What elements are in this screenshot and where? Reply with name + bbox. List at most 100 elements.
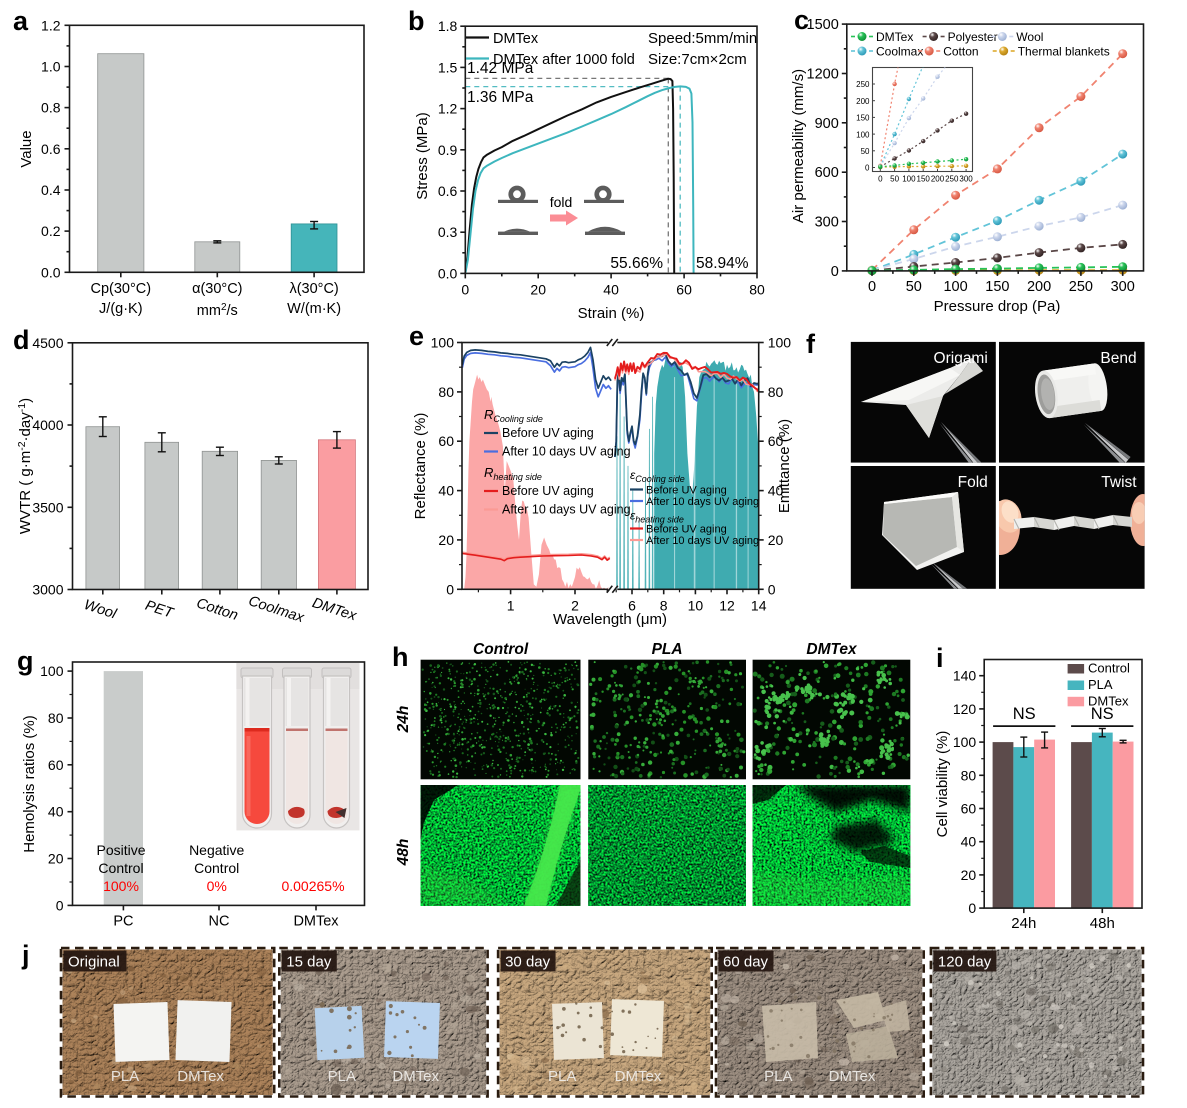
svg-text:Twist: Twist xyxy=(1101,474,1137,491)
svg-text:Bend: Bend xyxy=(1100,350,1136,367)
svg-text:20: 20 xyxy=(530,281,546,297)
svg-text:εCooling side: εCooling side xyxy=(630,468,685,484)
svg-text:NC: NC xyxy=(209,913,230,929)
svg-text:DMTex: DMTex xyxy=(392,1068,439,1085)
svg-text:Size:7cm×2cm: Size:7cm×2cm xyxy=(648,51,747,68)
svg-text:Origami: Origami xyxy=(934,350,988,367)
svg-text:λ(30°C): λ(30°C) xyxy=(289,281,338,297)
svg-text:1: 1 xyxy=(507,597,515,613)
svg-text:100: 100 xyxy=(768,335,792,351)
svg-text:Before UV aging: Before UV aging xyxy=(502,484,594,498)
svg-text:PLA: PLA xyxy=(548,1068,576,1085)
svg-text:150: 150 xyxy=(917,175,931,184)
svg-text:b: b xyxy=(408,6,425,36)
svg-text:Pressure drop (Pa): Pressure drop (Pa) xyxy=(934,298,1061,315)
svg-text:1500: 1500 xyxy=(807,17,839,33)
svg-text:1.42 MPa: 1.42 MPa xyxy=(467,60,534,77)
svg-text:Positive: Positive xyxy=(96,842,145,858)
svg-text:0.6: 0.6 xyxy=(438,183,458,199)
svg-text:80: 80 xyxy=(961,767,977,783)
svg-text:0: 0 xyxy=(446,581,454,597)
svg-text:PLA: PLA xyxy=(764,1068,792,1085)
svg-text:80: 80 xyxy=(438,384,454,400)
svg-text:40: 40 xyxy=(438,483,454,499)
svg-text:Control: Control xyxy=(194,860,239,876)
svg-text:60: 60 xyxy=(676,281,692,297)
svg-text:PLA: PLA xyxy=(652,641,683,658)
svg-text:4000: 4000 xyxy=(32,417,63,433)
svg-text:DMTex: DMTex xyxy=(493,31,539,47)
svg-text:Value: Value xyxy=(18,130,35,167)
svg-text:0%: 0% xyxy=(207,878,227,894)
svg-text:NS: NS xyxy=(1013,705,1036,723)
svg-text:Thermal blankets: Thermal blankets xyxy=(1018,45,1110,59)
svg-text:Wavelength (μm): Wavelength (μm) xyxy=(553,611,667,628)
svg-text:50: 50 xyxy=(861,147,870,156)
svg-text:140: 140 xyxy=(953,668,977,684)
svg-text:0: 0 xyxy=(768,581,776,597)
svg-text:300: 300 xyxy=(815,215,839,231)
svg-text:0.8: 0.8 xyxy=(41,100,61,116)
svg-text:Cotton: Cotton xyxy=(943,45,978,59)
svg-text:0: 0 xyxy=(865,164,870,173)
svg-text:W/(m·K): W/(m·K) xyxy=(287,301,341,317)
svg-text:h: h xyxy=(392,642,409,672)
svg-text:40: 40 xyxy=(768,483,784,499)
svg-text:80: 80 xyxy=(749,281,765,297)
svg-text:DMTex: DMTex xyxy=(806,641,858,658)
svg-text:3000: 3000 xyxy=(32,582,63,598)
svg-text:40: 40 xyxy=(48,804,64,820)
svg-text:Hemolysis ratios (%): Hemolysis ratios (%) xyxy=(21,715,38,853)
svg-text:200: 200 xyxy=(856,97,870,106)
svg-text:20: 20 xyxy=(768,532,784,548)
svg-text:i: i xyxy=(936,643,944,673)
svg-text:60: 60 xyxy=(438,433,454,449)
svg-text:εheating side: εheating side xyxy=(630,509,684,525)
svg-text:Fold: Fold xyxy=(958,474,988,491)
svg-text:80: 80 xyxy=(48,710,64,726)
svg-text:0.9: 0.9 xyxy=(438,142,458,158)
svg-text:0: 0 xyxy=(968,900,976,916)
svg-text:24h: 24h xyxy=(395,706,412,734)
svg-text:100%: 100% xyxy=(103,878,139,894)
svg-text:Control: Control xyxy=(473,641,529,658)
svg-text:0: 0 xyxy=(56,897,64,913)
svg-text:150: 150 xyxy=(985,279,1009,295)
svg-text:DMTex: DMTex xyxy=(1088,693,1129,708)
svg-text:100: 100 xyxy=(856,130,870,139)
svg-text:0.4: 0.4 xyxy=(41,182,61,198)
svg-text:Emittance (%): Emittance (%) xyxy=(776,419,793,513)
svg-text:Before UV aging: Before UV aging xyxy=(502,426,594,440)
svg-text:20: 20 xyxy=(961,867,977,883)
svg-text:0.00265%: 0.00265% xyxy=(281,878,344,894)
svg-text:d: d xyxy=(13,325,30,355)
svg-text:Before UV aging: Before UV aging xyxy=(646,485,727,497)
svg-text:DMTex: DMTex xyxy=(876,30,913,44)
svg-text:250: 250 xyxy=(945,175,959,184)
svg-text:12: 12 xyxy=(719,597,735,613)
svg-text:Rheating side: Rheating side xyxy=(484,465,542,482)
svg-text:50: 50 xyxy=(906,279,922,295)
svg-text:g: g xyxy=(17,646,34,676)
svg-text:60: 60 xyxy=(768,433,784,449)
svg-text:60 day: 60 day xyxy=(723,954,769,971)
svg-text:fold: fold xyxy=(550,194,573,210)
svg-text:60: 60 xyxy=(48,757,64,773)
svg-text:DMTex: DMTex xyxy=(615,1068,662,1085)
svg-text:Air permeability (mm/s): Air permeability (mm/s) xyxy=(790,69,807,223)
svg-text:Strain (%): Strain (%) xyxy=(578,305,645,322)
svg-text:0.6: 0.6 xyxy=(41,141,61,157)
svg-text:300: 300 xyxy=(1111,279,1135,295)
svg-text:Cell viability (%): Cell viability (%) xyxy=(934,731,951,838)
svg-text:0.2: 0.2 xyxy=(41,223,61,239)
svg-text:8: 8 xyxy=(660,597,668,613)
svg-text:48h: 48h xyxy=(1090,915,1115,932)
svg-text:14: 14 xyxy=(751,597,767,613)
svg-text:100: 100 xyxy=(902,175,916,184)
svg-text:40: 40 xyxy=(603,281,619,297)
svg-text:300: 300 xyxy=(959,175,973,184)
svg-text:1.2: 1.2 xyxy=(438,101,458,117)
svg-text:Before UV aging: Before UV aging xyxy=(646,524,727,536)
svg-text:58.94%: 58.94% xyxy=(696,255,749,272)
svg-text:250: 250 xyxy=(856,80,870,89)
